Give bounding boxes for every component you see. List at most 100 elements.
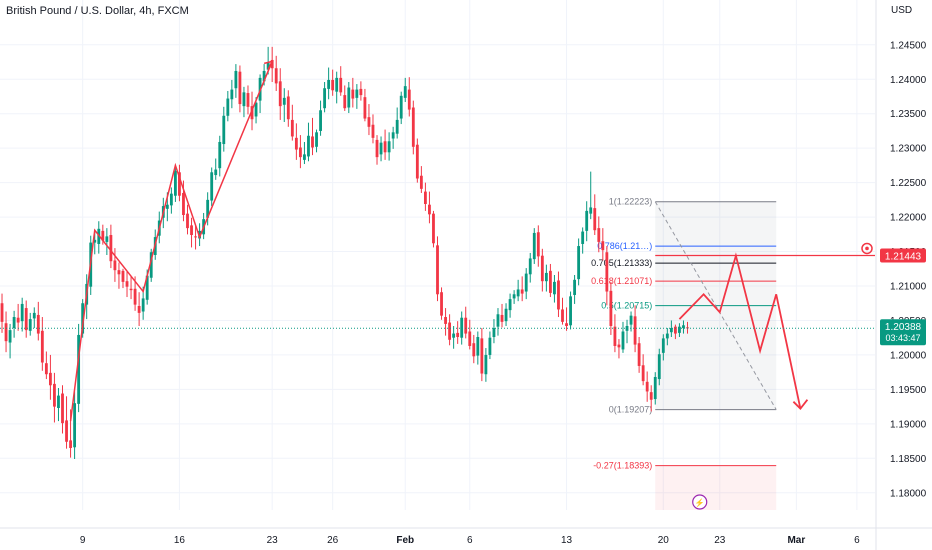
candle-body xyxy=(335,77,339,92)
candle-body xyxy=(190,225,193,236)
candle-body xyxy=(294,137,298,150)
candle-body xyxy=(69,440,72,448)
candle-body xyxy=(641,365,645,382)
candle-body xyxy=(391,132,395,139)
candle-body xyxy=(238,71,242,105)
candle-body xyxy=(222,115,226,145)
y-tick-label: 1.22500 xyxy=(890,178,927,189)
projection-arrowhead xyxy=(792,399,809,411)
y-tick-label: 1.23000 xyxy=(890,144,927,155)
candle-body xyxy=(32,312,36,319)
alert-eye-icon xyxy=(861,242,873,255)
y-tick-label: 1.18500 xyxy=(890,454,927,465)
candle-body xyxy=(331,79,335,91)
bar-countdown-text: 03:43:47 xyxy=(885,333,920,343)
y-tick-label: 1.20000 xyxy=(890,350,927,361)
candle-body xyxy=(488,337,492,355)
alert-price-badge xyxy=(880,248,926,263)
candle-body xyxy=(327,79,331,89)
candle-body xyxy=(536,232,540,257)
y-tick-label: 1.19500 xyxy=(890,385,927,396)
candle-body xyxy=(669,328,673,333)
candle-body xyxy=(4,323,8,342)
x-tick-label: 9 xyxy=(80,535,86,546)
candle-body xyxy=(48,372,52,386)
candle-body xyxy=(561,309,564,322)
candle-body xyxy=(8,330,12,343)
candle-body xyxy=(165,204,169,209)
candle-body xyxy=(36,314,40,334)
candle-body xyxy=(194,236,197,238)
fib-level-label: 0.705(1.21333) xyxy=(591,258,652,268)
candle-body xyxy=(633,316,637,345)
candle-body xyxy=(93,239,97,243)
fib-level-label: 0.618(1.21071) xyxy=(591,276,652,286)
candle-body xyxy=(178,172,181,196)
candle-body xyxy=(682,325,685,329)
candle-body xyxy=(371,124,375,138)
candle-body xyxy=(12,317,16,329)
candle-body xyxy=(186,213,189,229)
candle-body xyxy=(307,135,310,157)
candle-body xyxy=(210,172,214,201)
candle-body xyxy=(141,298,145,312)
candle-body xyxy=(593,208,597,231)
candle-body xyxy=(665,333,669,339)
candle-body xyxy=(528,258,532,275)
x-tick-label: 23 xyxy=(714,535,726,546)
candle-body xyxy=(278,81,282,107)
fib-trend-line xyxy=(654,201,777,410)
historical-arrowhead xyxy=(263,60,274,70)
candle-body xyxy=(343,95,347,109)
candle-body xyxy=(415,144,419,179)
candle-body xyxy=(504,308,508,322)
fib-level-label: 1(1.22223) xyxy=(609,197,653,207)
candle-body xyxy=(169,193,173,206)
candle-body xyxy=(339,77,343,93)
candle-body xyxy=(577,246,581,280)
candle-body xyxy=(484,354,488,375)
y-tick-label: 1.24500 xyxy=(890,40,927,51)
candle-body xyxy=(423,191,427,204)
candle-body xyxy=(73,403,77,448)
candle-body xyxy=(286,96,290,120)
candle-body xyxy=(645,381,649,392)
candle-body xyxy=(512,294,516,299)
candle-body xyxy=(440,292,443,316)
candle-body xyxy=(105,236,109,242)
alert-price-text: 1.21443 xyxy=(885,251,922,262)
candle-body xyxy=(53,383,56,407)
candle-body xyxy=(61,393,64,424)
candle-body xyxy=(395,119,399,134)
candle-body xyxy=(367,117,371,127)
candle-body xyxy=(16,317,20,323)
candle-body xyxy=(508,299,512,311)
candle-body xyxy=(81,303,85,334)
candle-body xyxy=(182,192,185,216)
candle-body xyxy=(601,241,605,251)
candle-body xyxy=(411,107,415,147)
candle-body xyxy=(456,332,460,338)
candle-body xyxy=(500,314,504,322)
candle-body xyxy=(436,245,439,295)
candle-body xyxy=(266,62,270,70)
candle-body xyxy=(678,326,681,333)
candle-body xyxy=(573,279,577,295)
candle-body xyxy=(472,343,476,357)
candle-body xyxy=(44,363,48,375)
candle-body xyxy=(460,317,464,338)
candle-body xyxy=(428,204,431,215)
candle-body xyxy=(544,272,548,282)
candle-body xyxy=(464,317,468,334)
y-tick-label: 1.23500 xyxy=(890,109,927,120)
candle-body xyxy=(57,395,60,408)
candle-body xyxy=(206,199,210,218)
candle-body xyxy=(121,270,125,282)
x-tick-label: 6 xyxy=(854,535,860,546)
candle-body xyxy=(113,260,117,271)
x-tick-label: 13 xyxy=(561,535,573,546)
candle-body xyxy=(145,275,149,300)
y-tick-label: 1.22000 xyxy=(890,213,927,224)
symbol-title: British Pound / U.S. Dollar, 4h, FXCM xyxy=(6,5,189,17)
